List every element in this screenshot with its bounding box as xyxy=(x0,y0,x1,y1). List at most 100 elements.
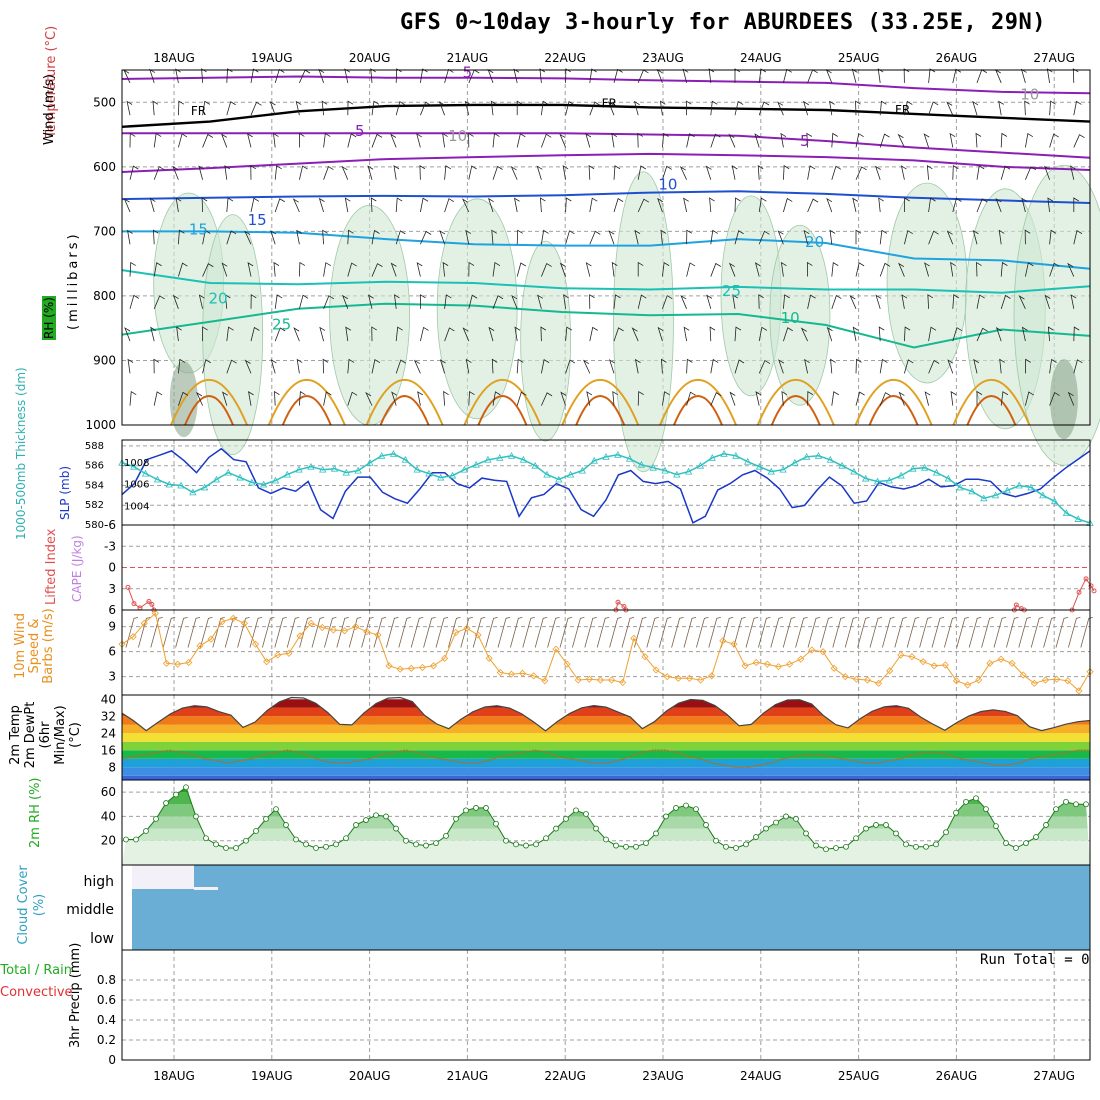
wind-barb xyxy=(928,68,936,83)
rh-marker xyxy=(193,813,199,820)
wind-barb xyxy=(488,326,495,342)
wind-barb xyxy=(928,230,939,245)
wind-barb xyxy=(464,100,471,116)
contour-label: 5 xyxy=(800,132,810,150)
rh-marker xyxy=(783,813,789,820)
rh-marker xyxy=(693,806,699,813)
rh-marker xyxy=(983,806,989,813)
wind-barb xyxy=(468,132,474,148)
temp-tick-label: 40 xyxy=(101,692,116,706)
warm-contour-inner xyxy=(477,394,528,426)
thickness-marker xyxy=(1074,515,1082,522)
warm-contour-inner xyxy=(966,394,1017,426)
wind10m-line xyxy=(121,612,1091,692)
wind-barb xyxy=(490,100,497,116)
wind-barb xyxy=(178,262,188,277)
rh-shade-area xyxy=(769,224,831,406)
wind-barb xyxy=(129,261,136,277)
mb-tick-label: 600 xyxy=(93,160,116,174)
thickness-marker xyxy=(1027,483,1035,491)
wind-barb xyxy=(710,100,718,116)
rh-marker xyxy=(583,811,589,817)
wind10m-marker xyxy=(396,665,404,673)
warm-contour xyxy=(267,379,346,426)
wind-barb xyxy=(250,165,256,180)
wind-barb xyxy=(613,327,624,342)
thickness-marker xyxy=(944,474,953,482)
contour-label: FR xyxy=(602,96,617,110)
li-tick-label: 6 xyxy=(108,603,116,617)
wind-barb xyxy=(153,391,163,406)
wind-barb xyxy=(710,133,721,148)
rh-marker xyxy=(853,835,859,842)
wind-barb xyxy=(293,327,300,342)
thickness-line xyxy=(121,453,1091,524)
wind-barb xyxy=(904,359,914,374)
wind-barb xyxy=(706,294,713,309)
wind-barb xyxy=(270,359,277,374)
wind10m-marker xyxy=(607,676,616,684)
wind10m-barb xyxy=(448,616,461,648)
wind-barb xyxy=(226,230,237,245)
wind-barb xyxy=(420,294,426,309)
rh-marker xyxy=(1063,798,1069,805)
thickness-marker xyxy=(1050,497,1059,505)
wind10m-barb xyxy=(869,616,883,648)
li-marker xyxy=(1083,576,1089,582)
wind-barb xyxy=(420,230,432,245)
contour-label: 25 xyxy=(722,282,741,300)
wind10m-barb xyxy=(262,616,275,648)
wind-barb xyxy=(1067,391,1075,406)
thickness-tick-label: 586 xyxy=(85,461,104,472)
wind-barb xyxy=(367,165,374,180)
wind10m-marker xyxy=(374,631,382,639)
wind-barb xyxy=(710,229,718,245)
wind10m-marker xyxy=(329,626,337,634)
date-label-top: 22AUG xyxy=(544,51,586,65)
wind10m-marker xyxy=(151,609,159,617)
li-marker xyxy=(1091,588,1097,594)
wind-barb xyxy=(439,230,446,245)
wind-barb xyxy=(901,294,908,309)
rh-marker xyxy=(503,837,509,844)
wind10m-barb xyxy=(1043,616,1056,648)
panel-frame-precip xyxy=(121,949,1091,1061)
rh-marker xyxy=(883,822,889,828)
date-label-bottom: 25AUG xyxy=(838,1069,880,1083)
mb-tick-label: 1000 xyxy=(85,418,116,432)
warm-contour xyxy=(170,379,248,426)
thickness-marker xyxy=(767,467,775,475)
rh-band xyxy=(122,792,1090,805)
mb-tick-label: 900 xyxy=(93,353,116,367)
wind10m-marker xyxy=(485,654,493,662)
wind10m-marker xyxy=(296,632,304,640)
wind-barb xyxy=(201,197,208,213)
wind10m-marker xyxy=(863,676,872,684)
wind-barb xyxy=(1018,295,1026,309)
wind-barb xyxy=(175,197,182,213)
thickness-tick-label: 584 xyxy=(85,480,104,491)
wind-barb xyxy=(202,326,208,342)
li-marker xyxy=(1088,583,1094,589)
ylabel-thickness: 1000-500mb Thickness (dm) xyxy=(14,367,28,540)
wind10m-barb xyxy=(944,616,957,648)
wind-barb xyxy=(292,198,300,213)
thickness-marker xyxy=(991,491,1000,499)
wind-barb xyxy=(589,101,601,116)
temp-tick-label: 8 xyxy=(108,760,116,774)
wind-barb xyxy=(900,165,907,180)
wind10m-marker xyxy=(774,663,783,671)
wind10m-marker xyxy=(340,627,349,635)
wind10m-marker xyxy=(674,674,682,682)
wind10m-marker xyxy=(708,672,716,680)
date-label-bottom: 22AUG xyxy=(544,1069,586,1083)
date-label-bottom: 26AUG xyxy=(936,1069,978,1083)
wind-barb xyxy=(589,294,595,309)
wind-barb xyxy=(662,391,670,406)
wind-barb xyxy=(345,326,352,342)
date-label-top: 21AUG xyxy=(447,51,489,65)
wind-barb xyxy=(976,69,987,84)
wind-barb xyxy=(319,326,326,342)
warm-contour xyxy=(365,379,444,426)
wind10m-barb xyxy=(299,616,312,648)
